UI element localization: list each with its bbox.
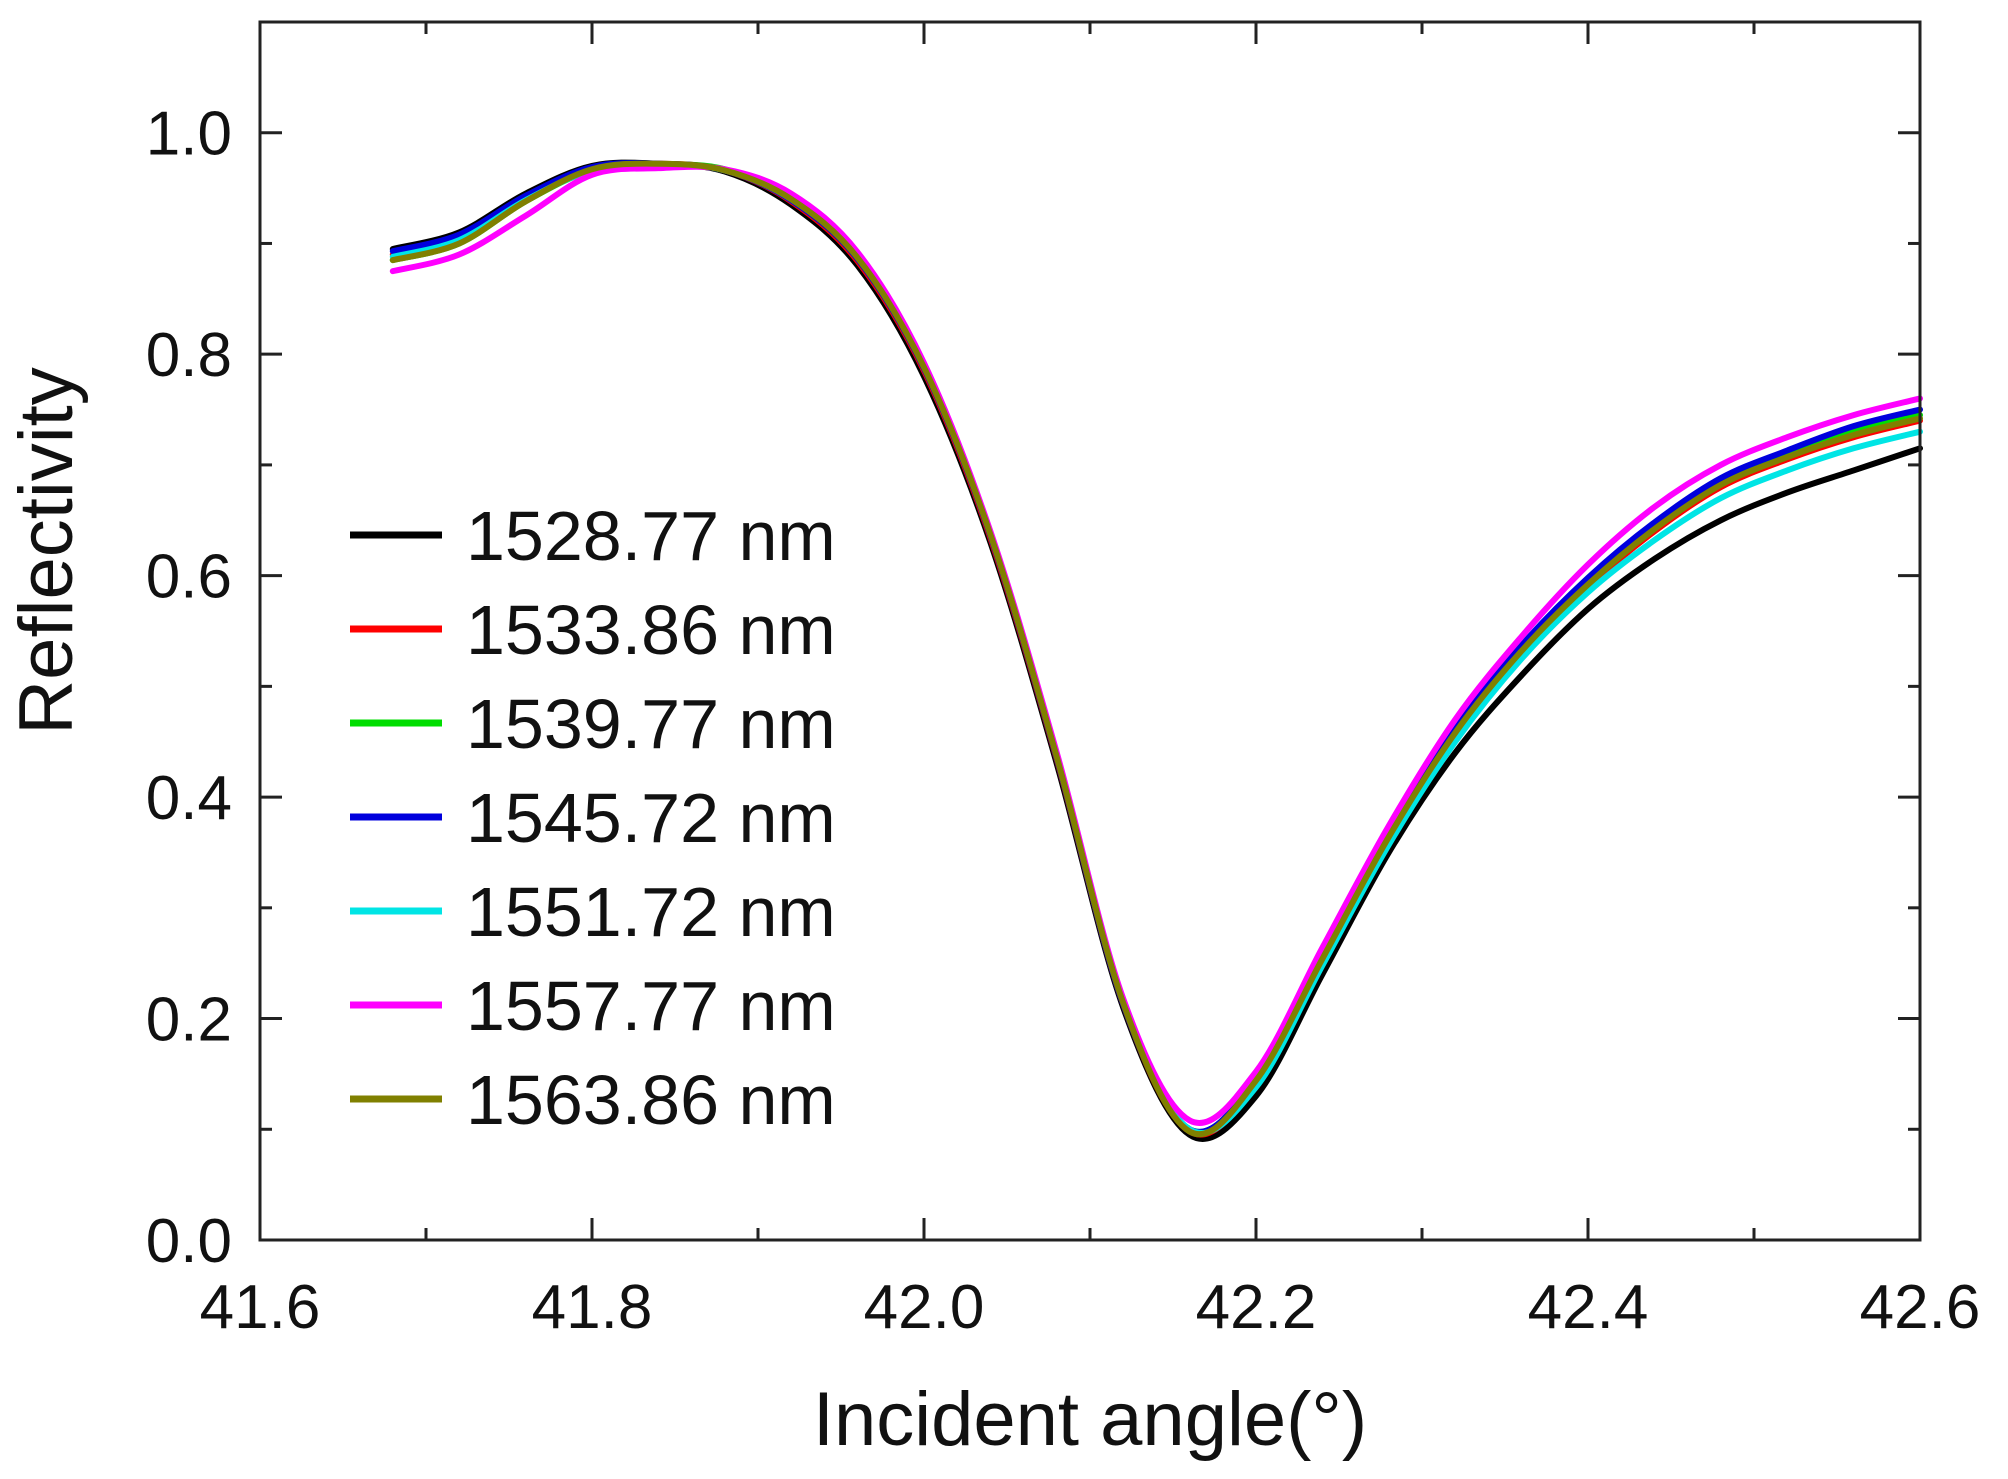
legend-label: 1557.77 nm [466,967,836,1045]
y-tick-label: 0.6 [146,543,232,612]
legend-label: 1563.86 nm [466,1061,836,1139]
y-axis-title: Reflectivity [4,367,89,734]
x-tick-label: 42.4 [1528,1273,1649,1342]
axes-layer: 41.6 41.8 42.0 42.2 42.4 42.6 0.0 0.2 0.4 0.6 0.8 1… [146,20,1981,1342]
legend: 1528.77 nm 1533.86 nm 1539.77 nm 1545.72 nm… [350,497,836,1139]
series-line-156386 [389,160,1923,1138]
x-axis-title: Incident angle(°) [813,1377,1367,1462]
axis-titles: Incident angle(°) Reflectivity [4,367,1367,1462]
series-layer [389,159,1923,1142]
legend-label: 1528.77 nm [466,497,836,575]
legend-label: 1545.72 nm [466,779,836,857]
x-tick-label: 41.6 [200,1273,321,1342]
x-tick-label: 41.8 [532,1273,653,1342]
x-tick-label: 42.6 [1860,1273,1981,1342]
legend-label: 1539.77 nm [466,685,836,763]
y-tick-label: 1.0 [146,100,232,169]
y-tick-label: 0.8 [146,321,232,390]
legend-label: 1533.86 nm [466,591,836,669]
y-tick-label: 0.4 [146,764,232,833]
y-tick-label: 0.0 [146,1207,232,1276]
legend-label: 1551.72 nm [466,873,836,951]
y-tick-label: 0.2 [146,986,232,1055]
x-tick-label: 42.0 [864,1273,985,1342]
x-tick-label: 42.2 [1196,1273,1317,1342]
